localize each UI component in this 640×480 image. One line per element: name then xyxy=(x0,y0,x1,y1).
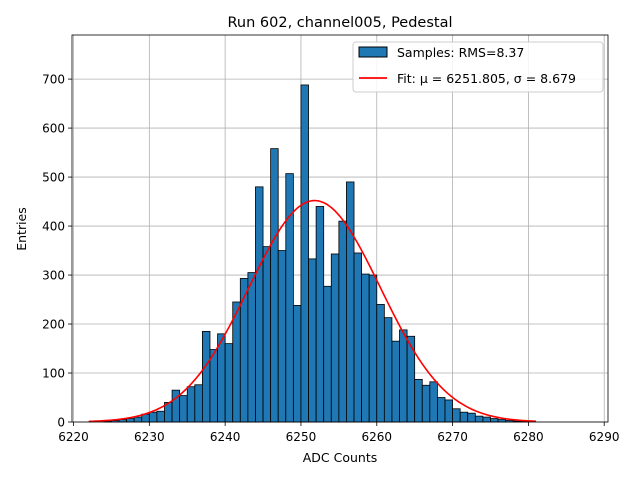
legend-fit-label: Fit: μ = 6251.805, σ = 8.679 xyxy=(397,71,576,86)
histogram-bar xyxy=(376,304,385,423)
histogram-bar xyxy=(262,246,272,423)
histogram-bar xyxy=(315,206,325,423)
x-tick-label: 6280 xyxy=(513,430,544,444)
y-tick-label: 500 xyxy=(42,171,65,185)
histogram-bar xyxy=(308,258,317,423)
y-tick-label: 600 xyxy=(42,122,65,136)
histogram-bar xyxy=(255,186,264,423)
legend-box xyxy=(352,41,604,93)
legend: Samples: RMS=8.37 Fit: μ = 6251.805, σ =… xyxy=(352,41,604,93)
histogram-bar xyxy=(224,343,234,423)
y-tick-label: 300 xyxy=(42,269,65,283)
histogram-bar xyxy=(239,278,249,423)
histogram-bar xyxy=(353,252,363,423)
histogram-bar xyxy=(444,399,453,423)
legend-samples-label: Samples: RMS=8.37 xyxy=(397,45,524,60)
histogram-bar xyxy=(383,317,393,423)
y-tick-label: 100 xyxy=(42,367,65,381)
histogram-bar xyxy=(285,173,294,423)
histogram-bar xyxy=(459,411,469,423)
y-axis-label: Entries xyxy=(14,207,29,251)
x-tick-label: 6250 xyxy=(286,430,317,444)
histogram-bar xyxy=(186,386,196,423)
histogram-bar xyxy=(133,416,143,423)
y-tick-label: 700 xyxy=(42,73,65,87)
histogram-bar xyxy=(346,181,355,423)
histogram-bar xyxy=(126,418,135,423)
histogram-bar xyxy=(474,415,484,423)
histogram-bar xyxy=(300,84,309,423)
chart-title: Run 602, channel005, Pedestal xyxy=(227,15,452,31)
axes-frame xyxy=(71,34,609,423)
histogram-bar xyxy=(201,330,211,423)
histogram-bar xyxy=(452,408,461,423)
y-tick-label: 0 xyxy=(57,416,65,430)
histogram-bar xyxy=(323,285,332,423)
histogram-bar xyxy=(179,395,188,423)
histogram-bar xyxy=(247,272,256,423)
histogram-bar xyxy=(391,340,400,423)
histogram-bar xyxy=(209,349,218,423)
legend-samples-swatch xyxy=(358,46,388,58)
histogram-bar xyxy=(437,397,446,423)
x-tick-label: 6260 xyxy=(361,430,392,444)
histogram-bar xyxy=(292,305,302,423)
histogram-bar xyxy=(467,412,476,423)
histogram-bar xyxy=(330,253,340,423)
histogram-bar xyxy=(338,220,347,423)
histogram-bar xyxy=(232,301,241,423)
histogram-bars xyxy=(103,84,529,423)
y-tick-label: 400 xyxy=(42,220,65,234)
x-axis-label: ADC Counts xyxy=(303,450,378,465)
histogram-bar xyxy=(270,148,279,423)
y-tick-label: 200 xyxy=(42,318,65,332)
gaussian-fit-curve xyxy=(88,199,537,423)
histogram-bar xyxy=(399,329,408,423)
histogram-bar xyxy=(148,411,158,423)
x-tick-label: 6220 xyxy=(58,430,89,444)
histogram-bar xyxy=(421,384,431,423)
histogram-bar xyxy=(368,274,378,423)
histogram-bar xyxy=(156,410,165,423)
histogram-bar xyxy=(277,250,287,423)
histogram-bar xyxy=(194,384,203,423)
histogram-bar xyxy=(482,416,491,423)
histogram-bar xyxy=(429,381,438,423)
x-tick-label: 6290 xyxy=(589,430,620,444)
x-tick-label: 6230 xyxy=(134,430,165,444)
histogram-bar xyxy=(414,378,423,423)
histogram-bar xyxy=(490,418,499,423)
y-axis-ticks: 0 100 200 300 400 500 600 700 xyxy=(42,73,72,430)
x-tick-label: 6270 xyxy=(437,430,468,444)
x-tick-label: 6240 xyxy=(210,430,241,444)
histogram-bar xyxy=(361,273,370,423)
x-axis-ticks: 6220 6230 6240 6250 6260 6270 6280 6290 xyxy=(58,422,619,444)
